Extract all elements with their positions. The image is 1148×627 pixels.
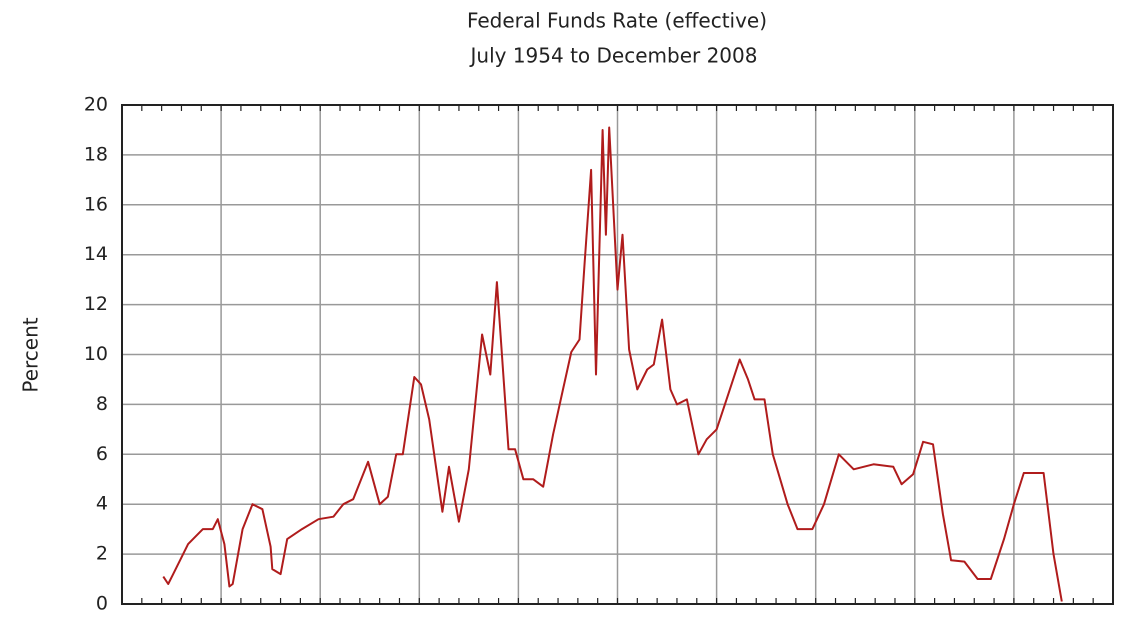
y-axis-label: Percent [19,317,43,392]
chart-subtitle: July 1954 to December 2008 [469,44,758,68]
y-tick-label: 8 [96,393,108,415]
y-tick-label: 10 [84,343,108,365]
y-tick-label: 0 [96,593,108,615]
y-tick-label: 2 [96,543,108,565]
y-tick-label: 18 [84,143,108,165]
y-tick-label: 12 [84,293,108,315]
y-tick-label: 4 [96,493,108,515]
data-line [162,126,1063,602]
y-tick-label: 6 [96,443,108,465]
y-tick-label: 14 [84,243,108,265]
y-tick-label: 16 [84,193,108,215]
y-tick-label: 20 [84,94,108,116]
chart-title: Federal Funds Rate (effective) [467,9,767,33]
plot-frame [121,104,1114,605]
